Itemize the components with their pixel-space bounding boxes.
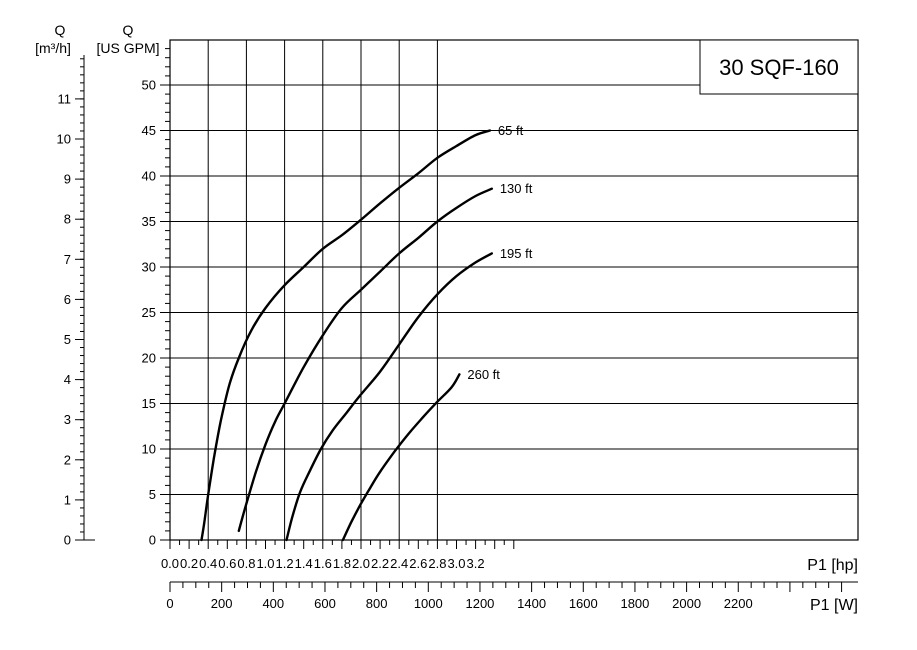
- curve-195-ft: [285, 252, 493, 542]
- x-axis-hp-tick-label: 2.0: [352, 556, 370, 571]
- x-axis-hp-tick-label: 0.8: [237, 556, 255, 571]
- x-axis-w-tick-label: 2000: [672, 596, 701, 611]
- y-axis-m3h: 0 1 2 3 4 5 6 7 8 9 10 11: [57, 55, 95, 548]
- curve-label: 260 ft: [467, 367, 500, 382]
- y-axis-m3h-tick-label: 8: [64, 212, 71, 227]
- x-axis-hp-tick-label: 3.2: [467, 556, 485, 571]
- y-axis-gpm-tick-label: 5: [149, 487, 156, 502]
- y-axis-m3h-tick-label: 4: [64, 372, 71, 387]
- y-axis-gpm-tick-label: 50: [142, 78, 156, 93]
- y-axis-gpm-unit: [US GPM]: [96, 40, 159, 56]
- x-axis-hp-tick-label: 0.6: [218, 556, 236, 571]
- y-axis-gpm-tick-label: 25: [142, 305, 156, 320]
- title-box: [699, 39, 859, 95]
- y-axis-m3h-tick-label: 11: [58, 91, 72, 106]
- curve-260-ft: [341, 373, 461, 542]
- curve-label: 65 ft: [498, 123, 524, 138]
- chart-title: 30 SQF-160: [719, 55, 839, 80]
- x-axis-w-tick-label: 1600: [569, 596, 598, 611]
- x-axis-hp-tick-label: 2.8: [428, 556, 446, 571]
- y-axis-m3h-unit: [m³/h]: [35, 40, 71, 56]
- y-axis-gpm: 0 5 10 15 20 25 30 35 40 45 50: [142, 40, 171, 548]
- y-axis-m3h-tick-label: 0: [64, 533, 71, 548]
- x-axis-w-tick-label: 1000: [414, 596, 443, 611]
- y-axis-gpm-tick-label: 20: [142, 351, 156, 366]
- x-axis-w-tick-label: 2200: [724, 596, 753, 611]
- y-axis-m3h-tick-label: 6: [64, 292, 71, 307]
- x-axis-w-tick-label: 800: [366, 596, 388, 611]
- x-axis-hp-label: P1 [hp]: [807, 557, 858, 574]
- x-axis-hp-tick-label: 0.4: [199, 556, 217, 571]
- x-axis-hp-tick-label: 1.2: [276, 556, 294, 571]
- y-axis-gpm-title: Q: [123, 22, 134, 38]
- curve-65-ft: [200, 129, 492, 542]
- plot-frame: [169, 39, 859, 541]
- x-axis-w-tick-label: 1800: [620, 596, 649, 611]
- x-axis-w-tick-label: 400: [262, 596, 284, 611]
- x-axis-hp-tick-label: 0.2: [180, 556, 198, 571]
- x-axis-hp-tick-label: 2.2: [371, 556, 389, 571]
- y-axis-m3h-tick-label: 9: [64, 172, 71, 187]
- x-axis-hp-tick-label: 3.0: [447, 556, 465, 571]
- y-axis-gpm-tick-label: 10: [142, 442, 156, 457]
- y-axis-m3h-tick-label: 10: [57, 132, 71, 147]
- x-axis-hp-tick-label: 1.4: [295, 556, 313, 571]
- y-axis-m3h-tick-label: 2: [64, 452, 71, 467]
- y-axis-gpm-tick-label: 35: [142, 214, 156, 229]
- x-axis-w-label: P1 [W]: [810, 597, 858, 614]
- y-axis-gpm-tick-label: 40: [142, 169, 156, 184]
- x-axis-w-tick-label: 1400: [517, 596, 546, 611]
- curves: 65 ft 130 ft 195 ft 260 ft: [200, 123, 533, 542]
- y-axis-gpm-tick-label: 15: [142, 396, 156, 411]
- x-axis-hp-tick-label: 2.4: [390, 556, 408, 571]
- x-axis-hp-tick-label: 0.0: [161, 556, 179, 571]
- x-axis-w: 0 200 400 600 800 1000 1200 1400 1600 1800 2000 220…: [166, 581, 858, 611]
- y-axis-gpm-tick-label: 30: [142, 260, 156, 275]
- x-axis-w-tick-label: 1200: [465, 596, 494, 611]
- y-axis-gpm-tick-label: 45: [142, 123, 156, 138]
- curve-label: 130 ft: [500, 181, 533, 196]
- y-axis-gpm-tick-label: 0: [149, 533, 156, 548]
- curve-130-ft: [237, 187, 493, 533]
- grid: [170, 40, 858, 540]
- y-axis-m3h-tick-label: 1: [64, 492, 71, 507]
- x-axis-w-tick-label: 0: [166, 596, 173, 611]
- x-axis-hp-tick-label: 1.8: [333, 556, 351, 571]
- y-axis-m3h-tick-label: 7: [64, 252, 71, 267]
- x-axis-w-tick-label: 200: [211, 596, 233, 611]
- x-axis-hp-tick-label: 2.6: [409, 556, 427, 571]
- y-axis-m3h-tick-label: 5: [64, 332, 71, 347]
- x-axis-w-tick-label: 600: [314, 596, 336, 611]
- x-axis-hp: 0.0 0.2 0.4 0.6 0.8 1.0 1.2 1.4 1.6 1.8 2.0 2.2 2.4 2…: [161, 540, 515, 571]
- y-axis-m3h-tick-label: 3: [64, 412, 71, 427]
- curve-label: 195 ft: [500, 246, 533, 261]
- x-axis-hp-tick-label: 1.6: [314, 556, 332, 571]
- y-axis-m3h-title: Q: [55, 22, 66, 38]
- x-axis-hp-tick-label: 1.0: [256, 556, 274, 571]
